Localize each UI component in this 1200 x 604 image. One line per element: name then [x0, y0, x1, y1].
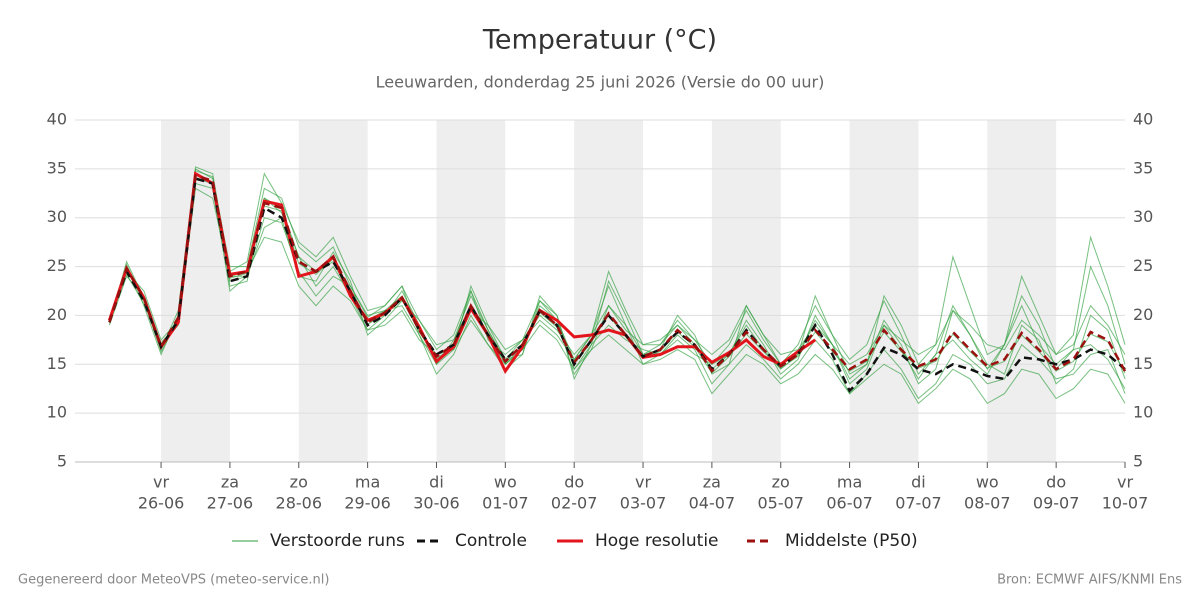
y-tick-label: 30: [47, 207, 67, 226]
day-shade: [574, 120, 644, 462]
x-tick-label: vr: [1117, 473, 1133, 492]
x-tick-date: 27-06: [207, 494, 254, 513]
x-tick-label: di: [911, 473, 926, 492]
footer-right: Bron: ECMWF AIFS/KNMI Ens: [997, 573, 1182, 588]
legend-label: Hoge resolutie: [595, 531, 719, 551]
y2-tick-label: 20: [1133, 305, 1153, 324]
x-tick-label: wo: [494, 473, 517, 492]
x-tick-date: 29-06: [344, 494, 391, 513]
chart-title: Temperatuur (°C): [482, 25, 717, 56]
legend-label: Controle: [455, 531, 527, 551]
x-tick-date: 02-07: [551, 494, 598, 513]
x-tick-label: za: [221, 473, 239, 492]
x-tick-date: 01-07: [482, 494, 529, 513]
plot-area: [107, 166, 1127, 405]
x-tick-date: 26-06: [138, 494, 185, 513]
y-tick-label: 15: [47, 354, 67, 373]
x-tick-date: 08-07: [964, 494, 1011, 513]
y-tick-label: 40: [47, 110, 67, 129]
x-tick-date: 10-07: [1102, 494, 1149, 513]
x-tick-label: zo: [772, 473, 790, 492]
x-tick-label: do: [564, 473, 584, 492]
y2-tick-label: 15: [1133, 354, 1153, 373]
y-tick-label: 25: [47, 256, 67, 275]
y-tick-label: 10: [47, 403, 67, 422]
y2-tick-label: 40: [1133, 110, 1153, 129]
x-tick-label: do: [1046, 473, 1066, 492]
ensemble-line: [108, 166, 1126, 375]
y-tick-label: 35: [47, 158, 67, 177]
day-shade: [849, 120, 919, 462]
ensemble-line: [108, 182, 1126, 389]
y2-tick-label: 30: [1133, 207, 1153, 226]
day-shade: [298, 120, 368, 462]
x-tick-label: di: [429, 473, 444, 492]
legend-label: Middelste (P50): [785, 531, 918, 551]
x-tick-label: zo: [290, 473, 308, 492]
y2-tick-label: 25: [1133, 256, 1153, 275]
x-tick-label: za: [703, 473, 721, 492]
series-line: [108, 174, 1127, 374]
x-tick-date: 28-06: [276, 494, 323, 513]
ensemble-line: [108, 187, 1126, 405]
y-tick-label: 5: [57, 452, 67, 471]
x-tick-label: wo: [976, 473, 999, 492]
chart-subtitle: Leeuwarden, donderdag 25 juni 2026 (Vers…: [376, 73, 825, 92]
x-tick-date: 06-07: [826, 494, 873, 513]
x-tick-date: 30-06: [413, 494, 460, 513]
series-line: [108, 176, 1126, 393]
x-tick-date: 03-07: [620, 494, 667, 513]
x-tick-label: vr: [635, 473, 651, 492]
legend-label: Verstoorde runs: [270, 531, 405, 551]
footer-left: Gegenereerd door MeteoVPS (meteo-service…: [18, 573, 329, 588]
y2-tick-label: 35: [1133, 158, 1153, 177]
day-shade: [987, 120, 1057, 462]
day-shade: [711, 120, 781, 462]
x-tick-label: vr: [153, 473, 169, 492]
x-tick-label: ma: [355, 473, 380, 492]
y2-tick-label: 5: [1133, 452, 1143, 471]
x-tick-date: 05-07: [757, 494, 804, 513]
x-tick-date: 07-07: [895, 494, 942, 513]
ensemble-line: [108, 177, 1126, 365]
x-tick-date: 09-07: [1033, 494, 1080, 513]
y-tick-label: 20: [47, 305, 67, 324]
x-tick-label: ma: [837, 473, 862, 492]
x-tick-date: 04-07: [689, 494, 736, 513]
y2-tick-label: 10: [1133, 403, 1153, 422]
